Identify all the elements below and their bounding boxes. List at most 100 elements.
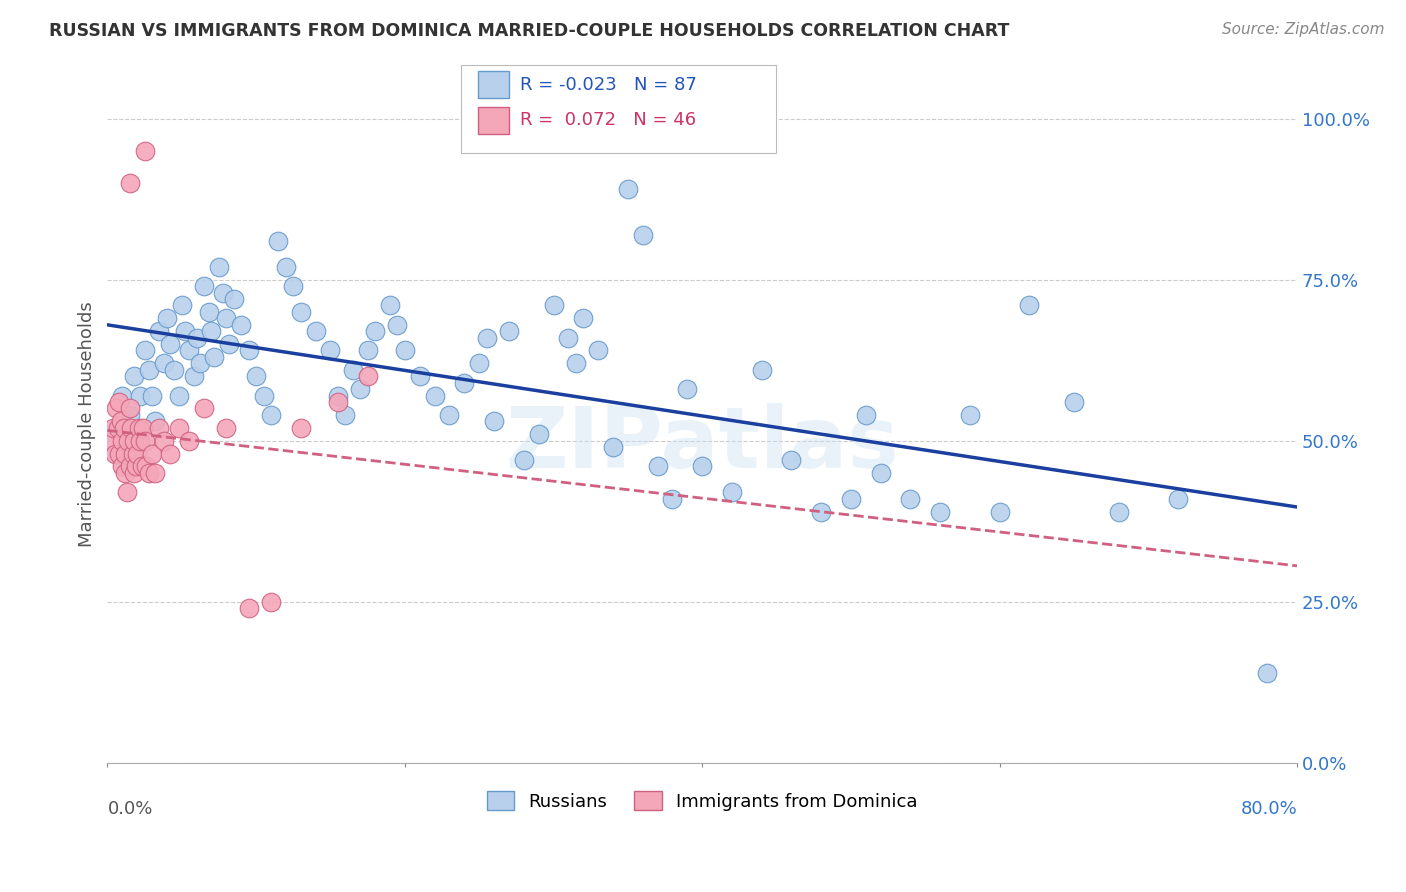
Point [751,363,773,377]
Point [215,311,238,326]
Point [129,388,152,402]
Point [159,337,181,351]
Point [204,350,226,364]
Point [120,421,142,435]
Point [111,388,134,402]
Point [304,324,326,338]
Point [215,421,238,435]
Point [218,337,240,351]
Text: RUSSIAN VS IMMIGRANTS FROM DOMINICA MARRIED-COUPLE HOUSEHOLDS CORRELATION CHART: RUSSIAN VS IMMIGRANTS FROM DOMINICA MARR… [49,22,1010,40]
Text: ZIPatlas: ZIPatlas [505,403,898,486]
Point [780,453,803,467]
Point [188,356,211,370]
Point [134,343,156,358]
Point [104,446,127,460]
Point [135,459,157,474]
Point [238,343,260,358]
Point [122,466,145,480]
Point [129,434,152,448]
Point [565,356,588,370]
Point [468,356,491,370]
Point [101,434,124,448]
Point [193,401,215,416]
Point [128,421,150,435]
Point [127,446,149,460]
Point [197,305,219,319]
Point [148,421,170,435]
Point [132,421,155,435]
Point [349,382,371,396]
Point [260,595,283,609]
Y-axis label: Married-couple Households: Married-couple Households [79,301,96,548]
Point [408,369,430,384]
Point [631,227,654,242]
Point [290,305,312,319]
Text: 0.0%: 0.0% [107,800,153,818]
Point [326,388,349,402]
Point [179,434,201,448]
Point [148,324,170,338]
Point [423,388,446,402]
Point [115,485,138,500]
Point [1018,298,1040,312]
Point [647,459,669,474]
Point [439,408,461,422]
Point [527,427,550,442]
Point [117,434,139,448]
Point [118,176,141,190]
Point [212,285,235,300]
Point [114,446,136,460]
Point [721,485,744,500]
Point [118,459,141,474]
Point [602,440,624,454]
Point [839,491,862,506]
Point [988,504,1011,518]
Point [810,504,832,518]
Point [557,330,579,344]
Text: R =  0.072   N = 46: R = 0.072 N = 46 [520,112,696,129]
Point [167,421,190,435]
Point [108,395,131,409]
Point [105,401,128,416]
Point [110,414,132,428]
Point [121,446,143,460]
Point [141,446,163,460]
Point [252,388,274,402]
Point [153,434,176,448]
Point [586,343,609,358]
Point [319,343,342,358]
Point [118,401,141,416]
Point [356,369,378,384]
Point [1167,491,1189,506]
Point [138,363,160,377]
Point [208,260,231,274]
Point [475,330,498,344]
Point [572,311,595,326]
Point [122,434,145,448]
Point [159,446,181,460]
Point [245,369,267,384]
Point [107,421,129,435]
Point [134,144,156,158]
Point [122,369,145,384]
Point [134,434,156,448]
Point [183,369,205,384]
Point [143,414,166,428]
Point [929,504,952,518]
Point [179,343,201,358]
Point [498,324,520,338]
Point [364,324,387,338]
Point [1256,665,1278,680]
Point [260,408,283,422]
Point [138,466,160,480]
Point [124,459,146,474]
Point [1108,504,1130,518]
Text: 80.0%: 80.0% [1240,800,1298,818]
Point [193,279,215,293]
Point [378,298,401,312]
Point [153,356,176,370]
Point [156,311,179,326]
Point [617,182,640,196]
Point [108,446,131,460]
Point [167,388,190,402]
